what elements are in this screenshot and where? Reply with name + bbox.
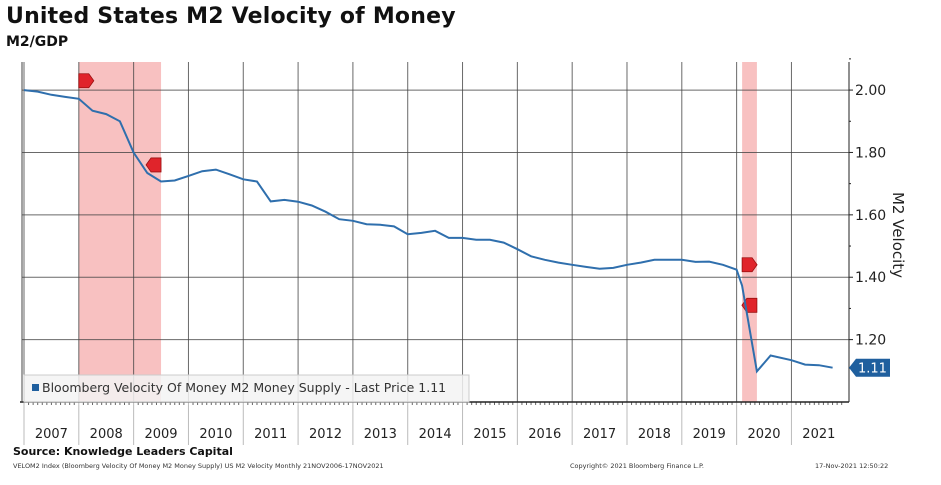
chart-title: United States M2 Velocity of Money — [6, 4, 456, 29]
last-price-tag-shape — [849, 358, 890, 377]
y-tick-label: 2.00 — [855, 83, 886, 99]
chart-subtitle: M2/GDP — [6, 34, 69, 50]
x-tick-label: 2020 — [747, 427, 780, 442]
x-tick-label: 2010 — [199, 427, 232, 442]
x-tick-label: 2008 — [90, 427, 123, 442]
x-tick-label: 2018 — [638, 427, 671, 442]
x-tick-label: 2009 — [144, 427, 177, 442]
event-flag-icon — [145, 157, 162, 173]
last-price-tag-text: 1.11 — [858, 362, 887, 377]
footer-timestamp: 17-Nov-2021 12:50:22 — [815, 462, 889, 470]
series-line — [23, 89, 833, 374]
recession-band — [78, 62, 162, 402]
x-tick-label: 2015 — [473, 427, 506, 442]
recession-bands — [78, 62, 757, 402]
y-tick-label: 1.60 — [855, 208, 886, 224]
gridlines — [22, 62, 849, 445]
x-tick-label: 2017 — [583, 427, 616, 442]
legend: Bloomberg Velocity Of Money M2 Money Sup… — [23, 374, 470, 403]
x-tick-label: 2011 — [254, 427, 287, 442]
x-tick-label: 2019 — [693, 427, 726, 442]
x-tick-label: 2014 — [419, 427, 452, 442]
event-flags — [78, 73, 758, 313]
x-tick-label: 2021 — [802, 427, 835, 442]
event-flag-icon — [741, 257, 758, 273]
y-tick-label: 1.20 — [855, 333, 886, 349]
legend-swatch — [32, 384, 39, 391]
x-tick-label: 2013 — [364, 427, 397, 442]
x-tick-label: 2007 — [35, 427, 68, 442]
last-price-tag: 1.11 — [849, 358, 890, 377]
y-tick-label: 1.40 — [855, 270, 886, 286]
legend-label: Bloomberg Velocity Of Money M2 Money Sup… — [42, 380, 446, 395]
x-tick-label: 2012 — [309, 427, 342, 442]
y-tick-label: 1.80 — [855, 145, 886, 161]
footer-description: VELOM2 Index (Bloomberg Velocity Of Mone… — [13, 462, 384, 470]
y-axis-label: M2 Velocity — [889, 192, 907, 278]
x-tick-label: 2016 — [528, 427, 561, 442]
event-flag-icon — [78, 73, 95, 89]
source-note: Source: Knowledge Leaders Capital — [13, 445, 233, 458]
recession-band — [742, 62, 757, 402]
footer-copyright: Copyright© 2021 Bloomberg Finance L.P. — [570, 462, 704, 470]
